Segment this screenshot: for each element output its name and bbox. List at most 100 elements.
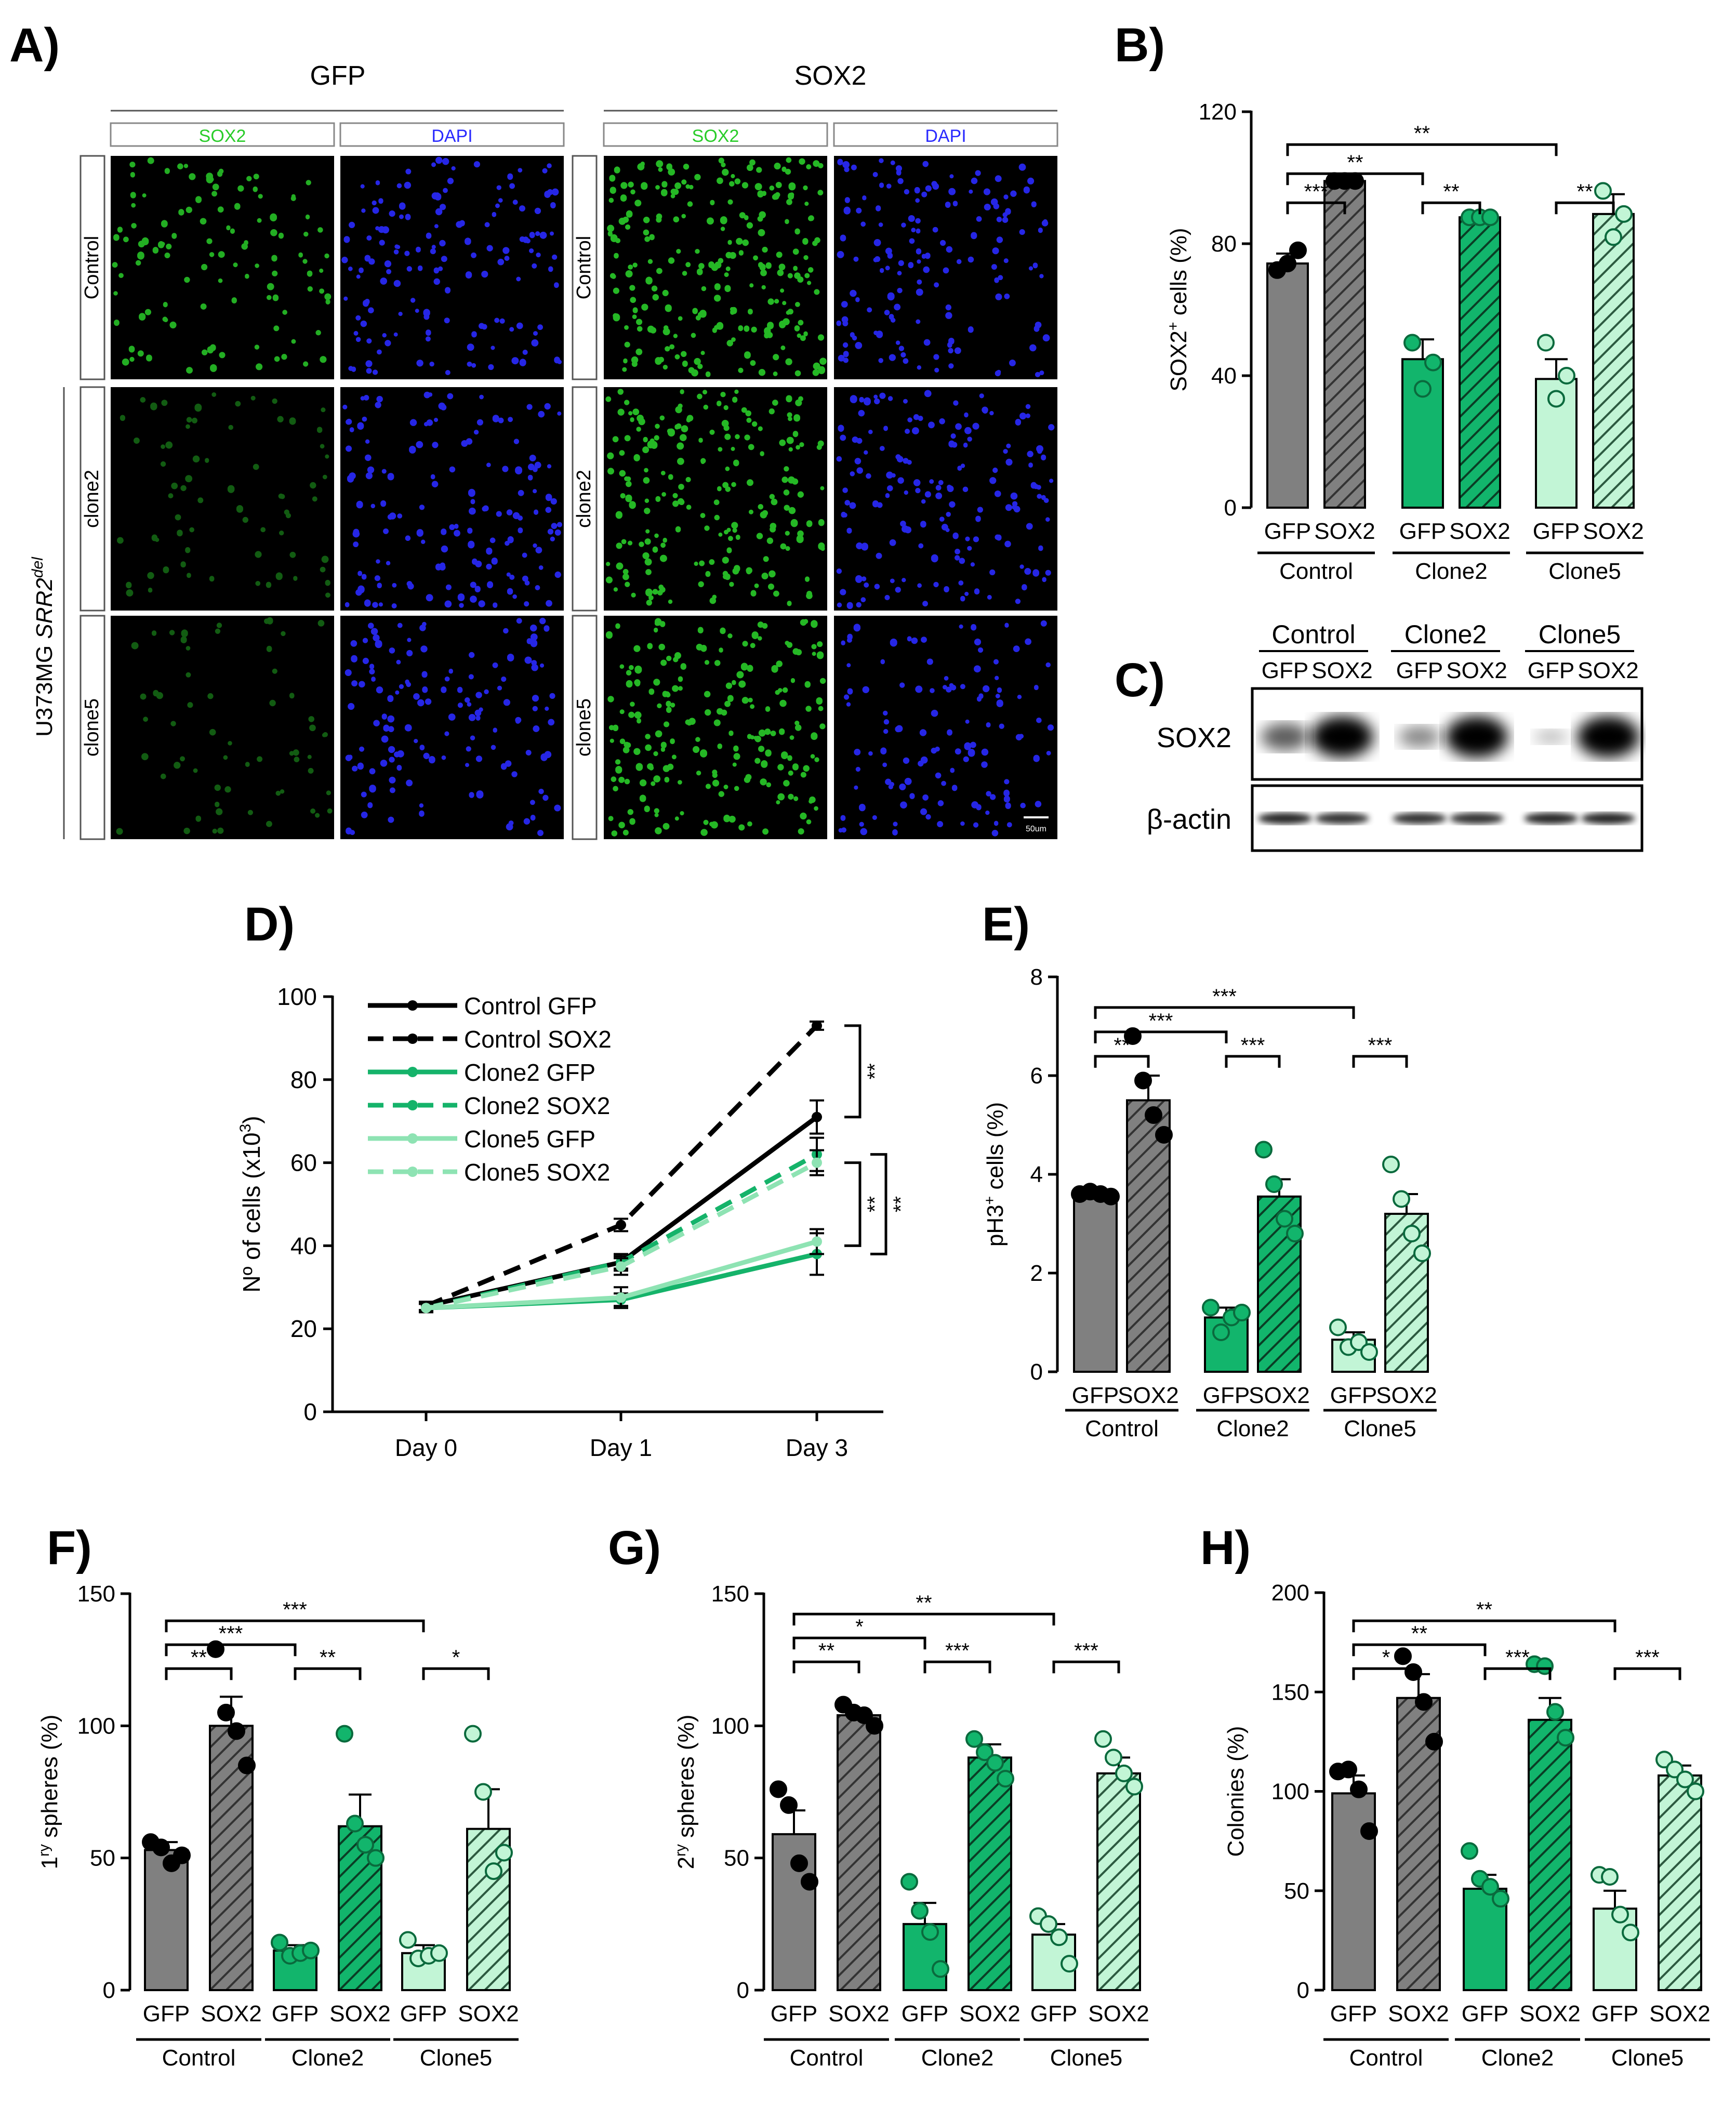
data-point bbox=[1202, 1299, 1220, 1317]
data-point bbox=[1061, 1955, 1078, 1973]
significance-bracket bbox=[1555, 201, 1615, 215]
a-micrograph-bg bbox=[340, 387, 564, 611]
data-point bbox=[986, 1754, 1004, 1772]
data-point bbox=[1413, 1244, 1431, 1262]
group-label-clone2: Clone2 bbox=[921, 2045, 993, 2071]
x-tick-label: GFP bbox=[1462, 2001, 1508, 2026]
x-tick-label: SOX2 bbox=[1449, 519, 1510, 544]
bar-clone5-gfp bbox=[1593, 1908, 1637, 1992]
y-tick-label: 50 bbox=[90, 1846, 115, 1871]
group-label-control: Control bbox=[1279, 559, 1353, 584]
a-micrograph-clone2-gfp-dapi bbox=[340, 387, 564, 611]
a-row-labels: Control clone2 clone5 Control clone2 clone5 bbox=[79, 155, 598, 840]
data-point bbox=[855, 1706, 873, 1724]
a-header-box bbox=[339, 122, 565, 147]
y-axis-label: pH3+ cells (%) bbox=[982, 1102, 1008, 1247]
significance-label: ** bbox=[1114, 1034, 1130, 1057]
bar-clone5-sox2 bbox=[1658, 1774, 1702, 1991]
y-axis-label-rest: ) bbox=[238, 1116, 265, 1123]
significance-label: ** bbox=[916, 1592, 932, 1614]
data-point bbox=[976, 1743, 993, 1761]
data-point bbox=[1601, 1867, 1619, 1886]
c-group-label-control: Control bbox=[1271, 620, 1355, 649]
c-actin-band bbox=[1258, 813, 1312, 824]
y-tick-label: 100 bbox=[711, 1713, 749, 1739]
panel-h-letter: H) bbox=[1200, 1521, 1251, 1574]
legend-label: Clone2 SOX2 bbox=[464, 1092, 610, 1119]
group-label-clone5: Clone5 bbox=[1344, 1416, 1416, 1441]
data-point bbox=[1094, 1730, 1112, 1748]
x-tick-label: GFP bbox=[1030, 2001, 1077, 2026]
legend-label: Clone5 GFP bbox=[464, 1125, 595, 1153]
a-row-label-box bbox=[572, 155, 598, 380]
x-tick-label: SOX2 bbox=[828, 2001, 889, 2026]
c-group-label-clone5: Clone5 bbox=[1539, 620, 1621, 649]
data-point bbox=[1594, 182, 1612, 200]
data-point bbox=[271, 1933, 288, 1952]
data-point bbox=[302, 1941, 320, 1959]
bar-clone5-sox2 bbox=[1096, 1772, 1141, 1991]
significance-label: ** bbox=[1347, 151, 1363, 174]
y-tick-label: 60 bbox=[290, 1149, 317, 1176]
y-tick-label: 200 bbox=[1271, 1580, 1309, 1606]
y-tick-label: 150 bbox=[77, 1581, 115, 1607]
significance-bracket bbox=[165, 1667, 233, 1680]
y-axis-label: Nº of cells (x103) bbox=[237, 1116, 265, 1292]
data-point bbox=[1382, 1156, 1400, 1173]
x-tick-label: SOX2 bbox=[1118, 1383, 1178, 1408]
a-row-label-clone2: clone2 bbox=[573, 470, 595, 528]
data-point bbox=[430, 1944, 448, 1962]
group-label-clone5: Clone5 bbox=[1050, 2045, 1122, 2071]
y-tick-label: 40 bbox=[290, 1232, 317, 1259]
a-header-box bbox=[833, 122, 1058, 147]
data-point bbox=[1546, 1703, 1564, 1721]
data-point bbox=[1279, 255, 1296, 273]
y-tick-label: 150 bbox=[1271, 1679, 1309, 1705]
y-tick-label: 0 bbox=[103, 1978, 115, 2003]
data-point bbox=[1346, 172, 1364, 190]
a-nuclei bbox=[344, 617, 561, 836]
significance-label: ** bbox=[864, 1063, 886, 1079]
a-nuclei bbox=[607, 157, 827, 377]
significance-label: *** bbox=[1212, 985, 1237, 1008]
data-point bbox=[1622, 1924, 1639, 1942]
significance-label: ** bbox=[1576, 180, 1593, 203]
data-point bbox=[1558, 367, 1575, 385]
x-tick-label: GFP bbox=[1330, 2001, 1377, 2026]
c-actin-band bbox=[1524, 813, 1578, 824]
a-micrograph-clone5-gfp-dapi bbox=[340, 616, 564, 839]
data-point bbox=[1394, 1647, 1412, 1665]
data-point bbox=[1481, 1878, 1499, 1896]
group-label-clone2: Clone2 bbox=[1216, 1416, 1289, 1441]
series-point bbox=[812, 1236, 822, 1247]
a-micrograph-clone5-sox2-dapi bbox=[834, 616, 1057, 839]
c-row-label-sox2: SOX2 bbox=[1157, 722, 1231, 753]
significance-bracket bbox=[165, 1619, 425, 1633]
a-row-label-box bbox=[79, 615, 105, 840]
c-sox2-band bbox=[1261, 723, 1309, 751]
data-point bbox=[770, 1780, 787, 1798]
y-tick-label: 6 bbox=[1030, 1063, 1043, 1089]
x-tick-label: GFP bbox=[400, 2001, 447, 2026]
data-point bbox=[1255, 1141, 1273, 1159]
a-scale-bar-label: 50um bbox=[1026, 825, 1046, 833]
y-axis-label-sup: + bbox=[1165, 322, 1182, 330]
significance-label: ** bbox=[1476, 1598, 1492, 1621]
data-point bbox=[1276, 1210, 1293, 1228]
a-row-label-clone5: clone5 bbox=[81, 698, 103, 757]
significance-bracket bbox=[1483, 1667, 1552, 1680]
y-tick-label: 2 bbox=[1030, 1261, 1043, 1286]
data-point bbox=[1125, 1778, 1143, 1796]
significance-label: ** bbox=[1414, 122, 1430, 145]
y-tick-label: 80 bbox=[1211, 231, 1237, 257]
x-tick-label: GFP bbox=[1592, 2001, 1638, 2026]
a-micrograph-bg bbox=[340, 156, 564, 379]
data-point bbox=[911, 1902, 929, 1920]
data-point bbox=[1155, 1126, 1173, 1144]
a-micrograph-bg bbox=[834, 616, 1057, 839]
panel-b-letter: B) bbox=[1115, 19, 1165, 72]
a-header-dapi: DAPI bbox=[925, 126, 966, 146]
data-point bbox=[997, 1770, 1014, 1788]
a-micrograph-control-sox2-dapi bbox=[834, 156, 1057, 379]
